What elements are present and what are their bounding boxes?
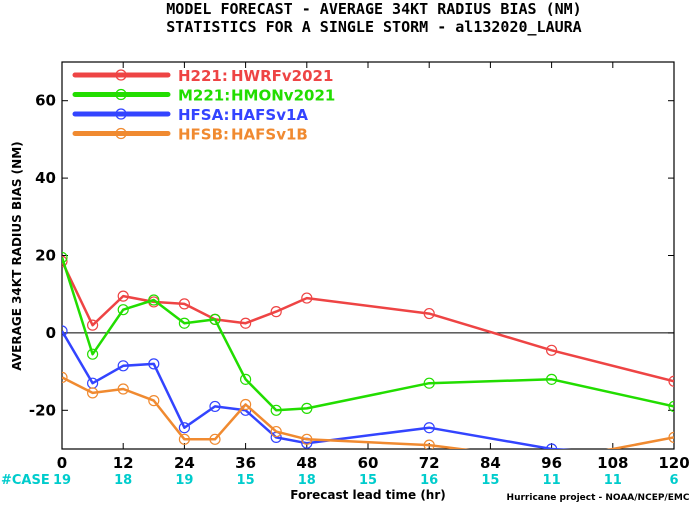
x-tick-label: 36: [235, 454, 256, 472]
series-point: [86, 319, 99, 331]
series-point: [240, 317, 252, 329]
series-point: [240, 373, 252, 385]
legend-marker: [115, 69, 127, 81]
case-count: 16: [420, 473, 438, 488]
series-point: [148, 294, 160, 306]
case-count: 18: [298, 473, 316, 488]
case-count: 19: [175, 473, 193, 488]
legend-marker: [115, 108, 127, 120]
series-point: [209, 313, 221, 325]
series-point: [62, 255, 68, 267]
case-row-label: #CASE: [1, 473, 50, 488]
series-point: [301, 402, 313, 414]
series-point: [301, 433, 313, 445]
case-count: 15: [237, 473, 255, 488]
series-point: [668, 375, 674, 387]
x-tick-label: 24: [174, 454, 195, 472]
series-point: [117, 383, 129, 395]
y-tick-label: 60: [35, 92, 56, 110]
plot-frame: [61, 61, 675, 450]
series-point: [148, 395, 160, 407]
series-point: [178, 317, 190, 329]
case-count: 11: [543, 473, 561, 488]
case-count: 6: [669, 473, 678, 488]
legend-code: HFSA:: [178, 106, 230, 124]
series-point: [546, 443, 558, 449]
y-tick-label: 0: [46, 324, 56, 342]
series-point: [209, 400, 221, 413]
y-tick-label: 40: [35, 169, 56, 187]
series-point: [62, 251, 68, 264]
series-line: [62, 260, 674, 383]
legend-marker: [115, 127, 127, 140]
x-tick-label: 12: [113, 454, 134, 472]
case-count: 11: [604, 473, 622, 488]
series-point: [545, 373, 558, 385]
legend-name: HWRFv2021: [231, 67, 333, 85]
case-count: 18: [114, 473, 132, 488]
series-point: [423, 377, 435, 389]
x-tick-label: 96: [541, 454, 562, 472]
series-line: [62, 257, 674, 412]
x-tick-label: 60: [358, 454, 379, 472]
x-tick-label: 120: [658, 454, 689, 472]
series-point: [545, 344, 558, 356]
series-point: [270, 425, 282, 438]
y-axis-label: AVERAGE 34KT RADIUS BIAS (NM): [10, 141, 24, 370]
case-count: 19: [53, 473, 71, 488]
series-point: [62, 325, 68, 337]
legend-code: H221:: [178, 67, 228, 85]
series-point: [117, 304, 129, 316]
series-point: [668, 431, 674, 443]
series-point: [301, 292, 313, 304]
y-tick-label: 20: [35, 247, 56, 265]
chart-title-line2: STATISTICS FOR A SINGLE STORM - al132020…: [166, 18, 581, 36]
series-point: [423, 307, 435, 320]
series-point: [117, 360, 129, 372]
series-hmonv2021: [62, 251, 674, 416]
legend-code: M221:: [178, 87, 230, 105]
series-point: [178, 433, 190, 445]
x-tick-label: 48: [296, 454, 317, 472]
series-point: [423, 422, 435, 434]
series-point: [209, 433, 221, 445]
case-count: 15: [481, 473, 499, 488]
legend-name: HAFSv1B: [231, 126, 308, 144]
credit-text: Hurricane project - NOAA/NCEP/EMC: [507, 493, 690, 503]
chart-title-line1: MODEL FORECAST - AVERAGE 34KT RADIUS BIA…: [166, 0, 581, 18]
series-point: [423, 439, 435, 449]
series-point: [240, 398, 252, 411]
series-point: [86, 348, 99, 360]
series-point: [62, 371, 68, 384]
series-point: [148, 358, 160, 370]
series-point: [86, 387, 99, 399]
x-tick-label: 84: [480, 454, 501, 472]
case-count: 15: [359, 473, 377, 488]
series-line: [62, 330, 572, 449]
x-axis-label: Forecast lead time (hr): [290, 488, 446, 502]
series-point: [178, 298, 190, 310]
y-tick-label: -20: [29, 401, 56, 419]
series-point: [270, 306, 282, 318]
legend-name: HMONv2021: [231, 87, 335, 105]
legend-marker: [115, 88, 127, 101]
legend-name: HAFSv1A: [231, 106, 308, 124]
series-point: [668, 400, 674, 413]
x-tick-label: 0: [57, 454, 67, 472]
series-point: [270, 404, 282, 416]
series-hafsv1b: [62, 371, 674, 449]
x-tick-label: 72: [419, 454, 440, 472]
series-point: [178, 422, 190, 434]
series-point: [117, 290, 129, 302]
x-tick-label: 108: [597, 454, 628, 472]
legend-code: HFSB:: [178, 126, 229, 144]
